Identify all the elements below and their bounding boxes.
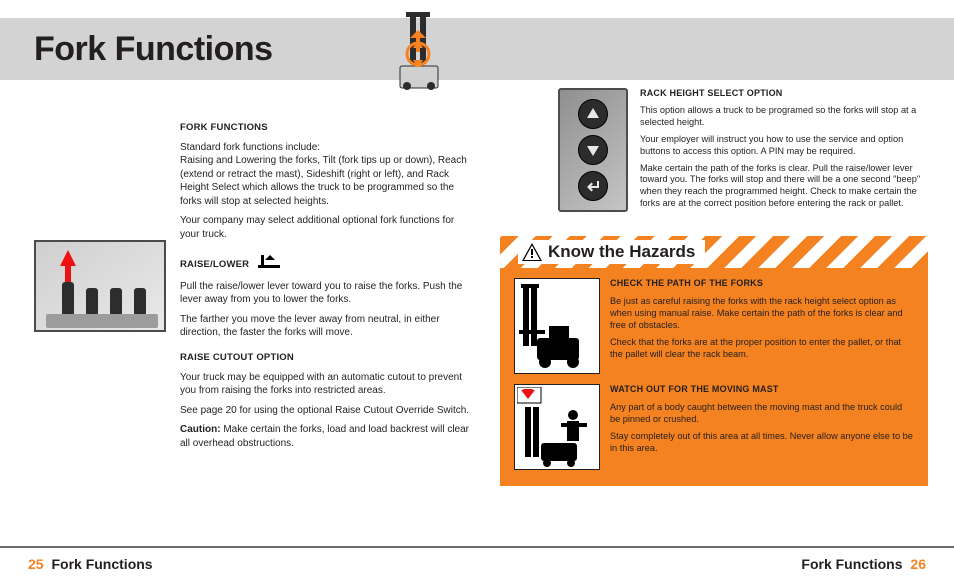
body-text: This option allows a truck to be program… — [640, 105, 928, 129]
up-arrow-button-icon — [578, 99, 608, 129]
body-text: Any part of a body caught between the mo… — [610, 401, 914, 425]
hazard-text: WATCH OUT FOR THE MOVING MAST Any part o… — [610, 384, 914, 470]
heading-raise-lower: RAISE/LOWER — [180, 259, 249, 270]
body-text: Make certain the path of the forks is cl… — [640, 163, 928, 211]
body-text: Check that the forks are at the proper p… — [610, 336, 914, 360]
warning-triangle-icon — [522, 243, 542, 261]
right-column: RACK HEIGHT SELECT OPTION This option al… — [640, 88, 928, 210]
footer-left: 25 Fork Functions — [28, 556, 157, 572]
body-text: Your employer will instruct you how to u… — [640, 134, 928, 158]
down-arrow-button-icon — [578, 135, 608, 165]
hazards-title-text: Know the Hazards — [548, 242, 695, 262]
heading-moving-mast: WATCH OUT FOR THE MOVING MAST — [610, 384, 914, 396]
header-bar: Fork Functions — [0, 18, 954, 80]
left-column: FORK FUNCTIONS Standard fork functions i… — [180, 112, 476, 450]
heading-raise-cutout: RAISE CUTOUT OPTION — [180, 352, 476, 365]
body-text: Be just as careful raising the forks wit… — [610, 295, 914, 331]
body-text: Your company may select additional optio… — [180, 214, 476, 241]
caution-text: Caution: Make certain the forks, load an… — [180, 423, 476, 450]
enter-button-icon — [578, 171, 608, 201]
page-spread: Fork Functions FORK FUNCTIONS Standard f… — [0, 0, 954, 580]
body-text: The farther you move the lever away from… — [180, 313, 476, 340]
hazard-image-pinch — [514, 384, 600, 470]
page-number-left: 25 — [28, 556, 44, 572]
heading-rack-height: RACK HEIGHT SELECT OPTION — [640, 88, 928, 100]
body-text: Standard fork functions include: — [180, 141, 476, 155]
body-text: Your truck may be equipped with an autom… — [180, 371, 476, 398]
lever-photo-illustration — [36, 242, 166, 332]
heading-fork-functions: FORK FUNCTIONS — [180, 122, 476, 135]
hazard-text: CHECK THE PATH OF THE FORKS Be just as c… — [610, 278, 914, 374]
page-number-right: 26 — [910, 556, 926, 572]
body-text: See page 20 for using the optional Raise… — [180, 404, 476, 418]
page-title: Fork Functions — [34, 30, 273, 69]
section-name-left: Fork Functions — [51, 556, 152, 572]
control-buttons-photo — [558, 88, 628, 212]
hazards-title: Know the Hazards — [518, 240, 705, 264]
section-name-right: Fork Functions — [801, 556, 902, 572]
footer: 25 Fork Functions Fork Functions 26 — [0, 546, 954, 580]
hazard-row: WATCH OUT FOR THE MOVING MAST Any part o… — [514, 384, 914, 470]
heading-check-path: CHECK THE PATH OF THE FORKS — [610, 278, 914, 290]
caution-label: Caution: — [180, 424, 221, 435]
body-text: Raising and Lowering the forks, Tilt (fo… — [180, 154, 476, 208]
caution-body: Make certain the forks, load and load ba… — [180, 424, 469, 449]
footer-right: Fork Functions 26 — [797, 556, 926, 572]
body-text: Pull the raise/lower lever toward you to… — [180, 280, 476, 307]
lever-photo — [34, 240, 166, 332]
hazard-image-forklift — [514, 278, 600, 374]
raise-lower-icon — [258, 255, 280, 274]
body-text: Stay completely out of this area at all … — [610, 430, 914, 454]
hazards-body: CHECK THE PATH OF THE FORKS Be just as c… — [500, 268, 928, 486]
hazards-header: Know the Hazards — [500, 236, 928, 268]
hazard-row: CHECK THE PATH OF THE FORKS Be just as c… — [514, 278, 914, 374]
know-the-hazards-box: Know the Hazards — [500, 236, 928, 486]
forklift-mast-icon — [390, 12, 448, 90]
